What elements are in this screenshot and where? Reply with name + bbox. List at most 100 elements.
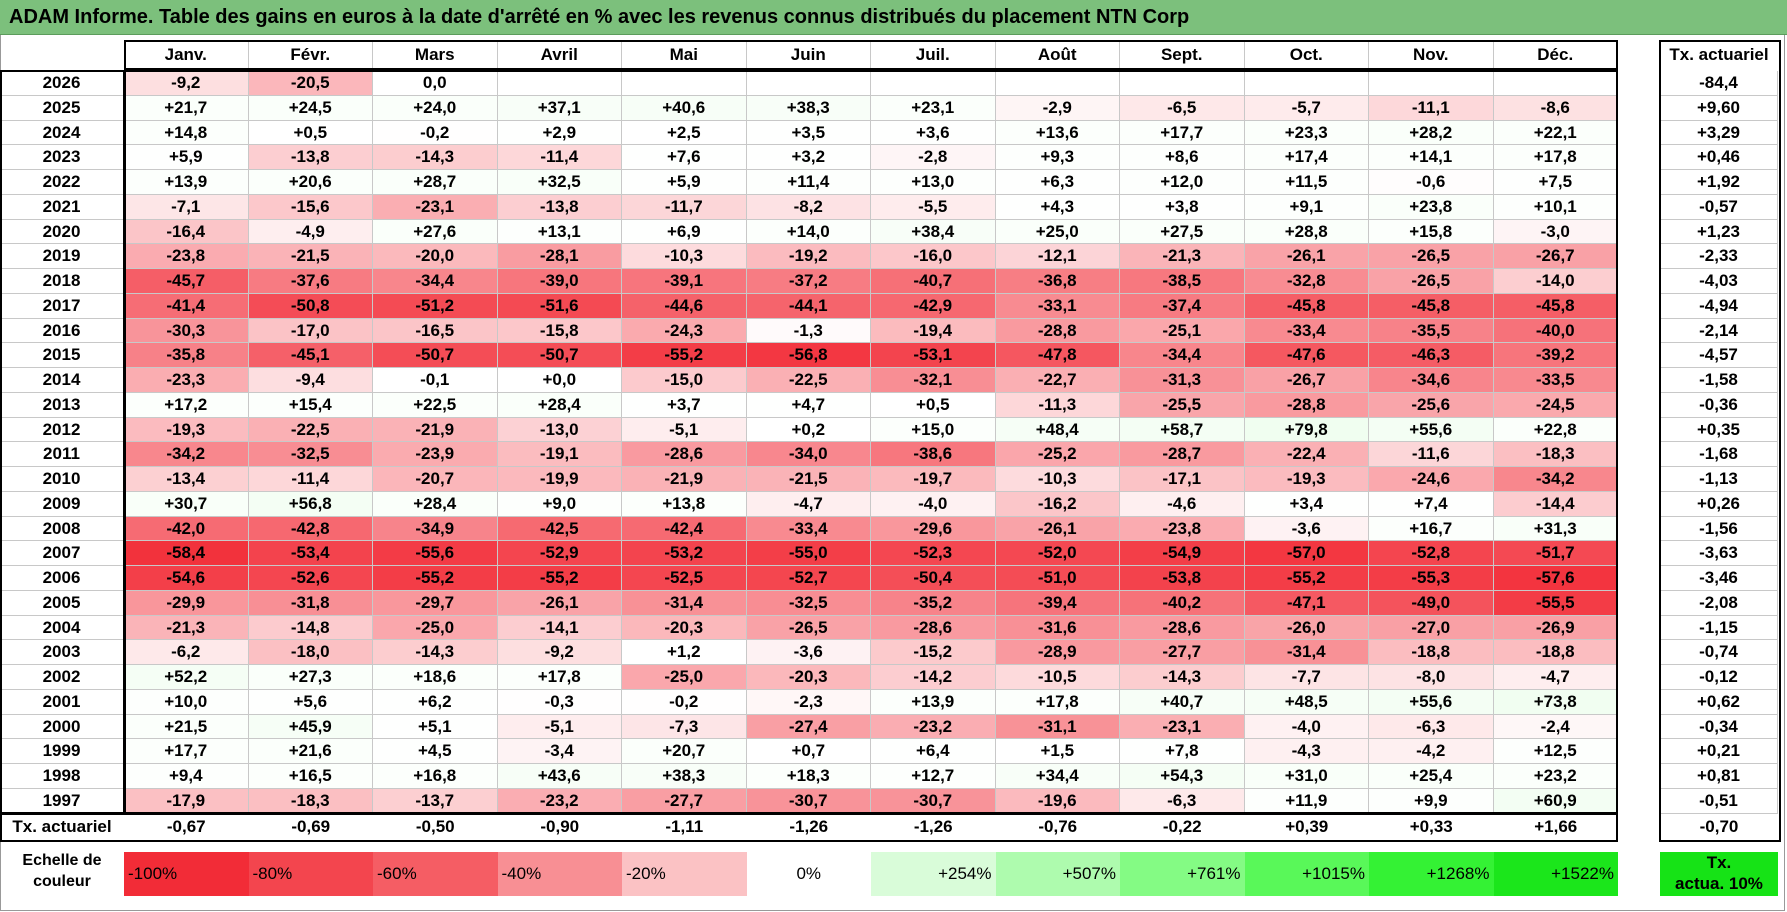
return-cell: -45,8 — [1244, 293, 1369, 319]
return-cell: -56,8 — [746, 343, 871, 368]
footer-value: -0,67 — [166, 817, 206, 836]
return-cell: -16,0 — [871, 244, 996, 269]
footer-value: -1,11 — [665, 817, 704, 836]
return-cell: +25,4 — [1369, 764, 1494, 789]
return-cell: +9,9 — [1369, 788, 1494, 814]
return-cell: -27,7 — [622, 788, 747, 814]
year-cell: 2003 — [0, 640, 124, 665]
return-cell: +27,5 — [1120, 219, 1245, 245]
return-cell: -25,5 — [1120, 392, 1245, 418]
return-cell: -4,0 — [1244, 714, 1369, 740]
return-cell: +1,2 — [622, 640, 747, 665]
return-cell: +22,1 — [1493, 120, 1618, 146]
return-cell: -5,1 — [622, 417, 747, 443]
return-cell: +3,4 — [1244, 491, 1369, 517]
return-cell: -47,6 — [1244, 343, 1369, 368]
return-cell: -19,3 — [1244, 467, 1369, 492]
return-cell — [1244, 71, 1369, 96]
return-cell: +15,8 — [1369, 219, 1494, 245]
return-cell: -20,3 — [746, 665, 871, 690]
scale-label-line2: couleur — [33, 873, 91, 890]
return-cell: -17,9 — [124, 788, 249, 814]
return-cell: -31,4 — [622, 590, 747, 616]
return-cell: -24,3 — [622, 318, 747, 344]
return-cell: -10,3 — [622, 244, 747, 269]
return-cell: +6,9 — [622, 219, 747, 245]
return-cell: -16,2 — [995, 491, 1120, 517]
return-cell: -17,1 — [1120, 467, 1245, 492]
return-cell: -39,4 — [995, 590, 1120, 616]
actuarial-cell: -1,13 — [1660, 467, 1778, 492]
return-cell: -33,5 — [1493, 368, 1618, 393]
return-cell: +28,7 — [373, 170, 498, 195]
return-cell: -13,8 — [497, 194, 622, 220]
return-cell — [1369, 71, 1494, 96]
footer-value: +1,66 — [1534, 817, 1578, 836]
actuarial-header: Tx. actuariel — [1669, 45, 1769, 64]
return-cell: +21,7 — [124, 95, 249, 121]
return-cell: -19,2 — [746, 244, 871, 269]
return-cell: -52,3 — [871, 541, 996, 566]
return-cell: -26,1 — [995, 516, 1120, 542]
return-cell: -4,2 — [1369, 739, 1494, 764]
return-cell: -28,7 — [1120, 442, 1245, 467]
return-cell: -13,0 — [497, 417, 622, 443]
return-cell: +16,5 — [248, 764, 373, 789]
return-cell: -23,8 — [124, 244, 249, 269]
return-cell: -36,8 — [995, 269, 1120, 294]
return-cell: +6,2 — [373, 689, 498, 715]
return-cell: -28,6 — [622, 442, 747, 467]
scale-swatch: -100% — [124, 852, 249, 896]
return-cell: +13,9 — [871, 689, 996, 715]
return-cell: -8,0 — [1369, 665, 1494, 690]
return-cell: -23,3 — [124, 368, 249, 393]
return-cell: -55,3 — [1369, 566, 1494, 591]
return-cell: -12,1 — [995, 244, 1120, 269]
return-cell: -32,5 — [746, 590, 871, 616]
year-cell: 2025 — [0, 95, 124, 121]
actuarial-cell: -2,14 — [1660, 318, 1778, 344]
actuarial-cell: +0,46 — [1660, 145, 1778, 170]
return-cell: +79,8 — [1244, 417, 1369, 443]
return-cell: -2,8 — [871, 145, 996, 170]
return-cell: +12,5 — [1493, 739, 1618, 764]
return-cell: +38,4 — [871, 219, 996, 245]
return-cell: -23,2 — [497, 788, 622, 814]
page-title: ADAM Informe. Table des gains en euros à… — [0, 0, 1787, 35]
return-cell: -51,0 — [995, 566, 1120, 591]
actuarial-cell: -2,08 — [1660, 590, 1778, 616]
return-cell: -31,1 — [995, 714, 1120, 740]
return-cell: -26,1 — [1244, 244, 1369, 269]
month-header: Août — [995, 41, 1120, 69]
return-cell: -24,6 — [1369, 467, 1494, 492]
scale-swatch: +761% — [1120, 852, 1245, 896]
actuarial-cell: +0,26 — [1660, 491, 1778, 517]
return-cell: -21,9 — [373, 417, 498, 443]
actuarial-cell: -84,4 — [1660, 71, 1778, 96]
scale-label-line1: Echelle de — [22, 852, 102, 869]
return-cell: -50,8 — [248, 293, 373, 319]
scale-swatch: +1015% — [1244, 852, 1369, 896]
return-cell: -9,4 — [248, 368, 373, 393]
scale-swatch: -60% — [373, 852, 498, 896]
return-cell: -32,8 — [1244, 269, 1369, 294]
actuarial-cell: +0,81 — [1660, 764, 1778, 789]
return-cell: +15,0 — [871, 417, 996, 443]
month-header: Mars — [373, 41, 498, 69]
return-cell: -15,6 — [248, 194, 373, 220]
return-cell: -57,0 — [1244, 541, 1369, 566]
scale-swatch: -20% — [622, 852, 747, 896]
return-cell: +4,7 — [746, 392, 871, 418]
return-cell: -13,8 — [248, 145, 373, 170]
year-cell: 2004 — [0, 615, 124, 641]
return-cell: -1,3 — [746, 318, 871, 344]
year-cell: 2017 — [0, 293, 124, 319]
return-cell: -14,8 — [248, 615, 373, 641]
return-cell: +23,8 — [1369, 194, 1494, 220]
return-cell: +18,3 — [746, 764, 871, 789]
return-cell: -42,4 — [622, 516, 747, 542]
return-cell: -25,0 — [373, 615, 498, 641]
return-cell: +56,8 — [248, 491, 373, 517]
return-cell: +24,5 — [248, 95, 373, 121]
return-cell: -26,5 — [1369, 244, 1494, 269]
